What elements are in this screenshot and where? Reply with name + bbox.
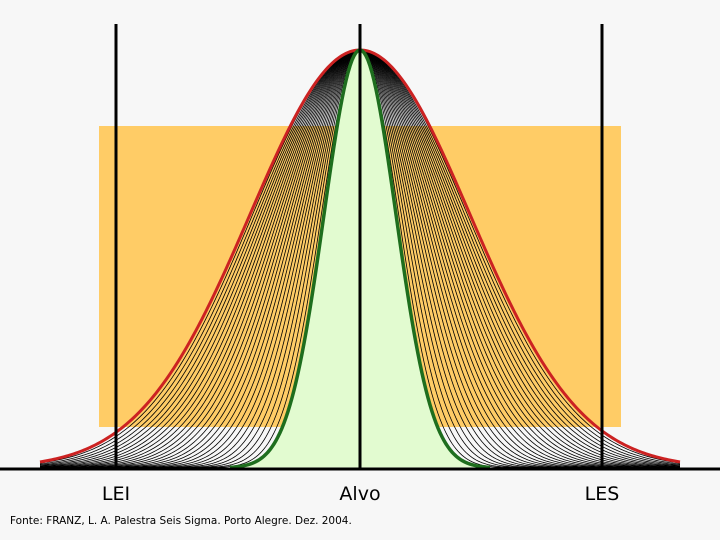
les-label: LES (584, 483, 620, 505)
target-label: Alvo (339, 483, 381, 505)
lei-label: LEI (101, 483, 131, 505)
source-citation: Fonte: FRANZ, L. A. Palestra Seis Sigma.… (10, 515, 352, 527)
